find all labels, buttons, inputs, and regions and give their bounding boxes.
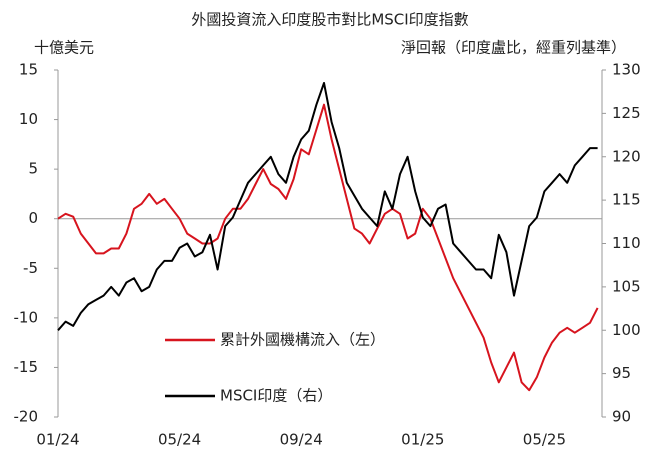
y-axis-label: 十億美元 bbox=[34, 39, 94, 57]
y2-tick-label: 115 bbox=[612, 191, 641, 209]
series-line bbox=[57, 103, 599, 392]
y-tick-label: 5 bbox=[28, 160, 38, 178]
y2-tick-label: 125 bbox=[612, 104, 641, 122]
x-tick-label: 09/24 bbox=[280, 431, 323, 449]
y-tick-label: -10 bbox=[14, 308, 39, 326]
x-tick-label: 01/25 bbox=[401, 431, 444, 449]
y-tick-label: 0 bbox=[28, 209, 38, 227]
y2-tick-label: 110 bbox=[612, 234, 641, 252]
x-tick-label: 01/24 bbox=[36, 431, 79, 449]
y2-tick-label: 105 bbox=[612, 277, 641, 295]
x-tick-label: 05/25 bbox=[523, 431, 566, 449]
series-line bbox=[57, 82, 598, 331]
y-tick-label: 10 bbox=[19, 110, 38, 128]
y-tick-label: -5 bbox=[23, 259, 38, 277]
x-tick-label: 05/24 bbox=[158, 431, 201, 449]
legend-label: MSCI印度（右） bbox=[220, 387, 332, 405]
y2-tick-label: 90 bbox=[612, 408, 631, 426]
y-tick-label: 15 bbox=[19, 61, 38, 79]
y2-tick-label: 95 bbox=[612, 364, 631, 382]
y2-tick-label: 100 bbox=[612, 321, 641, 339]
y2-tick-label: 130 bbox=[612, 61, 641, 79]
y2-axis-label: 淨回報（印度盧比，經重列基準） bbox=[401, 39, 626, 57]
y-tick-label: -20 bbox=[14, 408, 39, 426]
chart-title: 外國投資流入印度股市對比MSCI印度指數 bbox=[191, 11, 468, 29]
legend-label: 累計外國機構流入（左） bbox=[220, 331, 385, 349]
y-tick-label: -15 bbox=[14, 358, 39, 376]
y2-tick-label: 120 bbox=[612, 147, 641, 165]
